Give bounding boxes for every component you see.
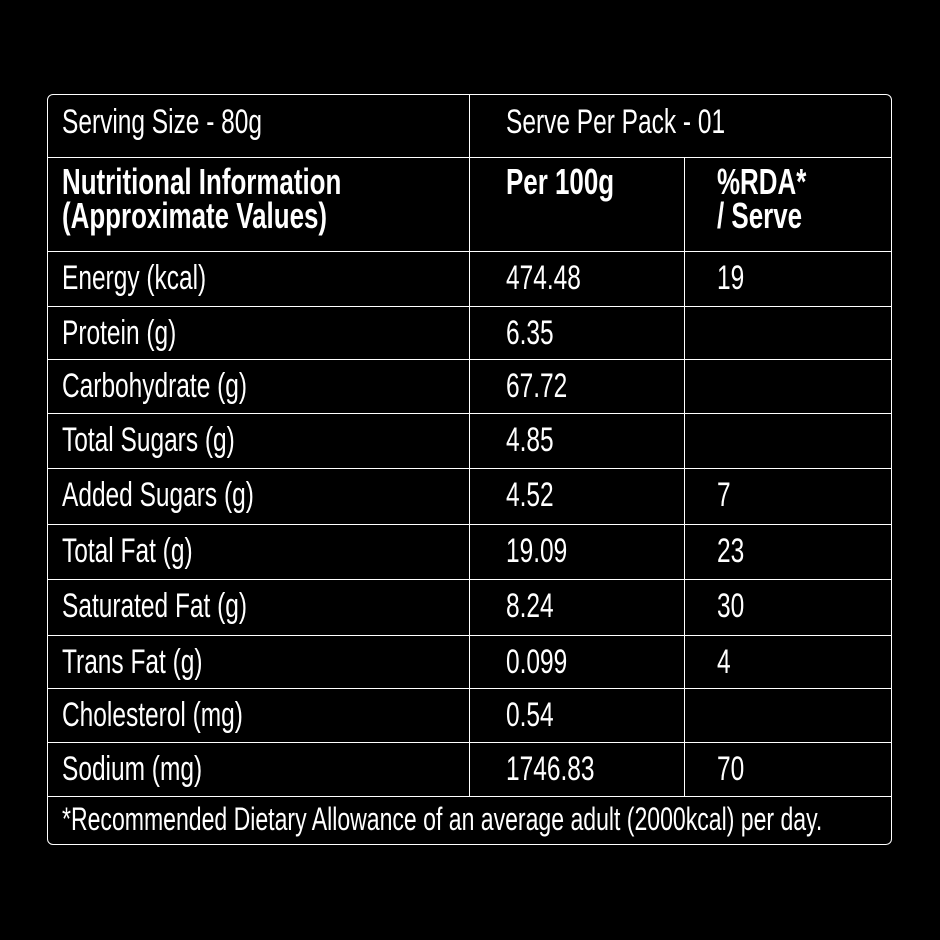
nutrient-cell: Added Sugars (g)	[48, 468, 470, 524]
per100-value: 8.24	[506, 587, 554, 625]
table-row: Protein (g) 6.35	[48, 306, 891, 360]
rda-cell: 70	[685, 742, 891, 796]
rda-cell	[685, 413, 891, 468]
per100-header-text: Per 100g	[506, 161, 615, 202]
per100-cell: 4.52	[470, 468, 685, 524]
nutrient-name: Carbohydrate (g)	[62, 367, 248, 405]
rda-cell: 4	[685, 635, 891, 688]
nutrient-cell: Protein (g)	[48, 306, 470, 359]
rda-value: 70	[717, 750, 745, 788]
nutrient-header-line2: (Approximate Values)	[62, 195, 328, 237]
per100-header: Per 100g	[470, 157, 685, 251]
nutrition-table: Serving Size - 80g Serve Per Pack - 01 N…	[47, 94, 892, 845]
per100-cell: 0.099	[470, 635, 685, 688]
per100-cell: 19.09	[470, 524, 685, 579]
per100-value: 0.54	[506, 696, 554, 734]
per100-value: 6.35	[506, 314, 554, 352]
rda-cell: 23	[685, 524, 891, 579]
rda-cell: 7	[685, 468, 891, 524]
per100-value: 0.099	[506, 643, 568, 681]
nutrient-cell: Cholesterol (mg)	[48, 688, 470, 742]
rda-cell: 19	[685, 251, 891, 306]
table-row: Total Fat (g) 19.09 23	[48, 524, 891, 580]
per100-value: 4.85	[506, 421, 554, 459]
table-row: Cholesterol (mg) 0.54	[48, 688, 891, 743]
per100-value: 474.48	[506, 259, 581, 297]
serving-size: Serving Size - 80g	[62, 103, 263, 141]
per100-cell: 474.48	[470, 251, 685, 306]
nutrient-name: Total Fat (g)	[62, 532, 193, 570]
table-row: Total Sugars (g) 4.85	[48, 413, 891, 469]
rda-cell: 30	[685, 579, 891, 635]
nutrient-cell: Trans Fat (g)	[48, 635, 470, 688]
rda-cell	[685, 306, 891, 359]
table-row: Trans Fat (g) 0.099 4	[48, 635, 891, 689]
per100-cell: 67.72	[470, 359, 685, 413]
nutrient-name: Added Sugars (g)	[62, 476, 254, 514]
footnote: *Recommended Dietary Allowance of an ave…	[62, 801, 940, 838]
per100-cell: 1746.83	[470, 742, 685, 796]
per100-cell: 4.85	[470, 413, 685, 468]
rda-value: 7	[717, 476, 731, 514]
table-row: Saturated Fat (g) 8.24 30	[48, 579, 891, 636]
rda-value: 23	[717, 532, 745, 570]
rda-header-line1: %RDA*	[717, 161, 807, 202]
rda-value: 19	[717, 259, 745, 297]
per100-cell: 0.54	[470, 688, 685, 742]
serve-per-pack: Serve Per Pack - 01	[506, 103, 726, 141]
per100-value: 1746.83	[506, 750, 595, 788]
per100-value: 4.52	[506, 476, 554, 514]
rda-value: 4	[717, 643, 731, 681]
nutrient-header-line1: Nutritional Information	[62, 161, 342, 202]
nutrient-name: Total Sugars (g)	[62, 421, 235, 459]
serve-per-pack-cell: Serve Per Pack - 01	[470, 95, 893, 157]
nutrient-cell: Sodium (mg)	[48, 742, 470, 796]
table-row: Carbohydrate (g) 67.72	[48, 359, 891, 414]
per100-value: 19.09	[506, 532, 568, 570]
nutrient-cell: Total Sugars (g)	[48, 413, 470, 468]
nutrient-cell: Carbohydrate (g)	[48, 359, 470, 413]
nutrient-name: Saturated Fat (g)	[62, 587, 248, 625]
table-row: Sodium (mg) 1746.83 70	[48, 742, 891, 797]
nutrient-cell: Saturated Fat (g)	[48, 579, 470, 635]
nutrient-name: Energy (kcal)	[62, 259, 207, 297]
nutrient-name: Protein (g)	[62, 314, 177, 352]
nutrient-name: Trans Fat (g)	[62, 643, 203, 681]
rda-header: %RDA* / Serve	[685, 157, 891, 251]
nutrient-cell: Energy (kcal)	[48, 251, 470, 306]
per100-value: 67.72	[506, 367, 568, 405]
table-row: Added Sugars (g) 4.52 7	[48, 468, 891, 525]
serving-size-cell: Serving Size - 80g	[48, 95, 470, 157]
rda-value: 30	[717, 587, 745, 625]
footnote-text: *Recommended Dietary Allowance of an ave…	[62, 801, 823, 837]
rda-header-line2: / Serve	[717, 195, 803, 237]
serving-row: Serving Size - 80g Serve Per Pack - 01	[48, 95, 891, 158]
rda-cell	[685, 688, 891, 742]
per100-cell: 6.35	[470, 306, 685, 359]
table-row: Energy (kcal) 474.48 19	[48, 251, 891, 307]
nutrient-name: Sodium (mg)	[62, 750, 203, 788]
per100-cell: 8.24	[470, 579, 685, 635]
nutrient-name: Cholesterol (mg)	[62, 696, 243, 734]
nutrient-header: Nutritional Information (Approximate Valu…	[48, 157, 470, 251]
nutrient-cell: Total Fat (g)	[48, 524, 470, 579]
rda-cell	[685, 359, 891, 413]
column-header-row: Nutritional Information (Approximate Valu…	[48, 157, 891, 252]
